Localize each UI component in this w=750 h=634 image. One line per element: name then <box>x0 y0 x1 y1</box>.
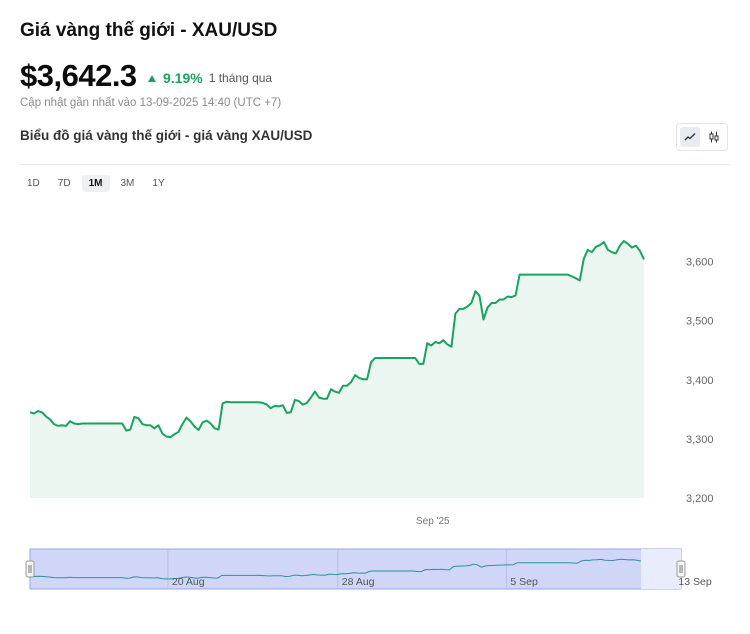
line-chart-button[interactable] <box>680 127 701 147</box>
chart-type-toggle <box>676 123 728 151</box>
range-7d[interactable]: 7D <box>57 178 71 189</box>
range-1d[interactable]: 1D <box>27 178 40 189</box>
price-change: 9.19% 1 tháng qua <box>148 70 272 86</box>
current-price: $3,642.3 <box>20 58 137 93</box>
navigator-handle-left[interactable] <box>25 560 35 578</box>
y-tick-label: 3,600 <box>686 257 714 269</box>
navigator-handle-right[interactable] <box>676 560 686 578</box>
navigator-date-label: 5 Sep <box>510 576 538 588</box>
navigator-date-label: 20 Aug <box>172 576 205 588</box>
x-tick-label: Sep '25 <box>416 516 450 527</box>
price-line <box>29 240 645 439</box>
range-1m[interactable]: 1M <box>81 175 110 192</box>
navigator-date-label: 13 Sep <box>678 576 711 588</box>
range-3m[interactable]: 3M <box>120 178 135 189</box>
change-period: 1 tháng qua <box>208 71 273 85</box>
header-divider <box>20 164 730 165</box>
navigator-date-label: 28 Aug <box>342 576 375 588</box>
candlestick-button[interactable] <box>704 127 724 147</box>
y-tick-label: 3,300 <box>686 434 714 446</box>
change-percent: 9.19% <box>163 70 203 86</box>
y-tick-label: 3,500 <box>686 316 714 328</box>
last-updated: Cập nhật gần nhất vào 13-09-2025 14:40 (… <box>20 97 282 109</box>
y-tick-label: 3,200 <box>686 493 714 505</box>
navigator-series <box>29 558 642 580</box>
y-axis: 3,200 3,300 3,400 3,500 3,600 <box>686 257 714 505</box>
candlestick-icon <box>709 131 719 143</box>
navigator-empty-zone <box>641 549 681 589</box>
line-chart-icon <box>684 133 696 141</box>
chart-subtitle: Biểu đồ giá vàng thế giới - giá vàng XAU… <box>20 128 313 143</box>
plot-area <box>29 240 645 498</box>
navigator: 20 Aug 28 Aug 5 Sep 13 Sep <box>25 548 712 590</box>
page-title: Giá vàng thế giới - XAU/USD <box>20 20 278 41</box>
area-fill <box>30 241 644 498</box>
up-arrow-icon <box>148 74 156 82</box>
range-1y[interactable]: 1Y <box>152 178 165 189</box>
range-selector: 1D 7D 1M 3M 1Y <box>20 175 172 192</box>
x-axis: Sep '25 <box>416 516 450 527</box>
y-tick-label: 3,400 <box>686 375 714 387</box>
